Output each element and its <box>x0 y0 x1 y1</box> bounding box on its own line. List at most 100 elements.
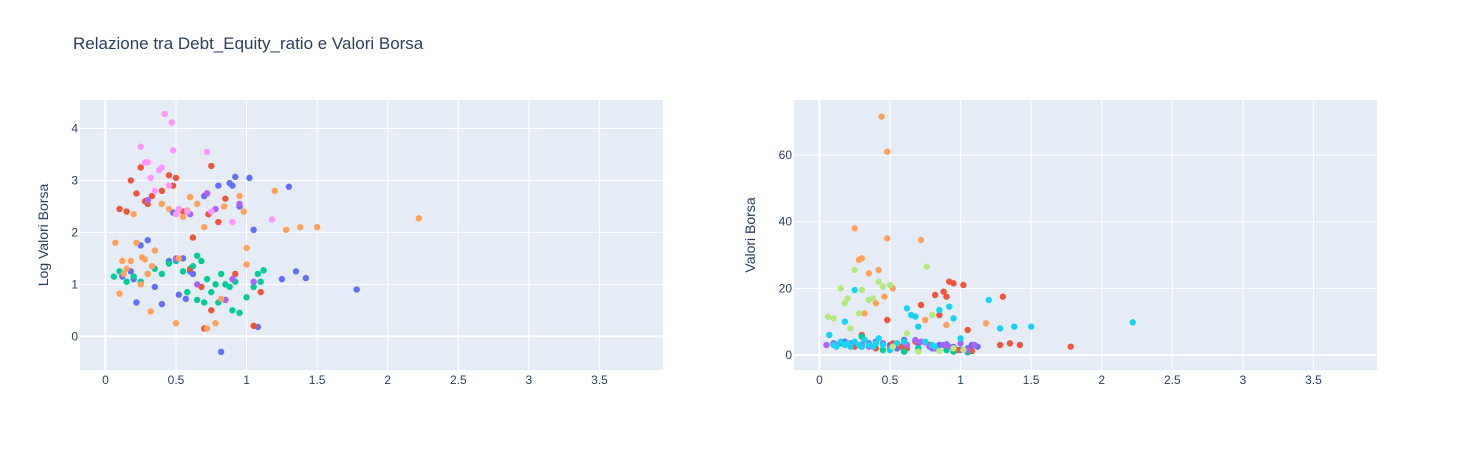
data-point[interactable] <box>168 119 175 126</box>
data-point[interactable] <box>1016 341 1024 349</box>
data-point[interactable] <box>212 320 219 327</box>
data-point[interactable] <box>151 283 159 291</box>
data-point[interactable] <box>208 307 215 314</box>
data-point[interactable] <box>236 200 243 208</box>
data-point[interactable] <box>193 296 201 304</box>
data-point[interactable] <box>858 286 865 294</box>
data-point[interactable] <box>879 341 887 349</box>
data-point[interactable] <box>158 300 166 308</box>
data-point[interactable] <box>127 177 135 184</box>
data-point[interactable] <box>138 254 146 261</box>
data-point[interactable] <box>193 200 201 208</box>
data-point[interactable] <box>1027 323 1035 330</box>
data-point[interactable] <box>112 239 119 246</box>
data-point[interactable] <box>203 275 211 283</box>
data-point[interactable] <box>883 316 891 324</box>
data-point[interactable] <box>120 270 127 278</box>
data-point[interactable] <box>278 275 286 283</box>
data-point[interactable] <box>208 288 215 296</box>
data-point[interactable] <box>119 257 126 265</box>
data-point[interactable] <box>260 267 267 274</box>
data-point[interactable] <box>201 299 208 306</box>
data-point[interactable] <box>208 162 215 170</box>
data-point[interactable] <box>158 187 166 195</box>
data-point[interactable] <box>883 148 891 155</box>
data-point[interactable] <box>847 325 854 332</box>
data-point[interactable] <box>996 341 1004 349</box>
data-point[interactable] <box>165 182 173 189</box>
data-point[interactable] <box>236 309 243 317</box>
data-point[interactable] <box>184 208 191 215</box>
data-point[interactable] <box>144 270 151 278</box>
data-point[interactable] <box>217 270 225 278</box>
data-point[interactable] <box>172 320 180 327</box>
data-point[interactable] <box>198 257 205 265</box>
data-point[interactable] <box>220 203 228 210</box>
data-point[interactable] <box>175 291 183 298</box>
data-point[interactable] <box>1006 340 1014 347</box>
data-point[interactable] <box>982 320 990 327</box>
data-point[interactable] <box>229 275 236 283</box>
data-point[interactable] <box>123 208 130 215</box>
data-point[interactable] <box>186 193 194 201</box>
data-point[interactable] <box>133 190 140 197</box>
data-point[interactable] <box>137 164 144 171</box>
data-point[interactable] <box>254 270 262 278</box>
data-point[interactable] <box>257 288 264 296</box>
data-point[interactable] <box>229 307 236 314</box>
data-point[interactable] <box>229 182 236 189</box>
data-point[interactable] <box>1129 319 1136 326</box>
data-point[interactable] <box>123 265 130 272</box>
data-point[interactable] <box>130 211 137 218</box>
data-point[interactable] <box>201 224 208 231</box>
data-point[interactable] <box>960 346 967 354</box>
data-point[interactable] <box>172 174 180 182</box>
data-point[interactable] <box>922 338 929 345</box>
data-point[interactable] <box>215 182 222 189</box>
data-point[interactable] <box>940 288 947 295</box>
data-point[interactable] <box>110 273 118 280</box>
data-point[interactable] <box>883 235 891 242</box>
data-point[interactable] <box>151 247 159 254</box>
data-point[interactable] <box>297 224 304 231</box>
data-point[interactable] <box>240 208 247 215</box>
data-point[interactable] <box>841 318 849 325</box>
data-point[interactable] <box>133 239 140 246</box>
data-point[interactable] <box>940 341 947 349</box>
data-point[interactable] <box>208 208 215 215</box>
data-point[interactable] <box>1011 323 1018 330</box>
data-point[interactable] <box>837 285 844 292</box>
data-point[interactable] <box>179 213 187 221</box>
data-point[interactable] <box>823 341 830 349</box>
data-point[interactable] <box>869 295 877 302</box>
data-point[interactable] <box>189 234 197 241</box>
data-point[interactable] <box>943 293 950 300</box>
data-point[interactable] <box>250 278 257 285</box>
data-point[interactable] <box>922 316 929 324</box>
data-point[interactable] <box>193 252 201 259</box>
data-point[interactable] <box>879 346 887 354</box>
data-point[interactable] <box>203 148 211 156</box>
data-point[interactable] <box>931 343 939 350</box>
data-point[interactable] <box>217 295 225 303</box>
data-point[interactable] <box>865 270 873 277</box>
data-point[interactable] <box>158 270 166 278</box>
data-point[interactable] <box>215 218 222 226</box>
data-point[interactable] <box>957 340 964 347</box>
data-point[interactable] <box>182 295 190 303</box>
data-point[interactable] <box>415 215 422 222</box>
data-point[interactable] <box>844 295 851 302</box>
data-point[interactable] <box>203 190 211 197</box>
data-point[interactable] <box>946 303 953 310</box>
data-point[interactable] <box>271 187 279 195</box>
data-point[interactable] <box>886 281 894 289</box>
data-point[interactable] <box>872 340 880 347</box>
data-point[interactable] <box>137 143 144 150</box>
data-point[interactable] <box>824 313 832 320</box>
data-point[interactable] <box>217 348 225 356</box>
data-point[interactable] <box>861 336 868 344</box>
data-point[interactable] <box>851 286 858 294</box>
data-point[interactable] <box>144 197 151 204</box>
data-point[interactable] <box>116 290 123 297</box>
data-point[interactable] <box>147 308 154 315</box>
